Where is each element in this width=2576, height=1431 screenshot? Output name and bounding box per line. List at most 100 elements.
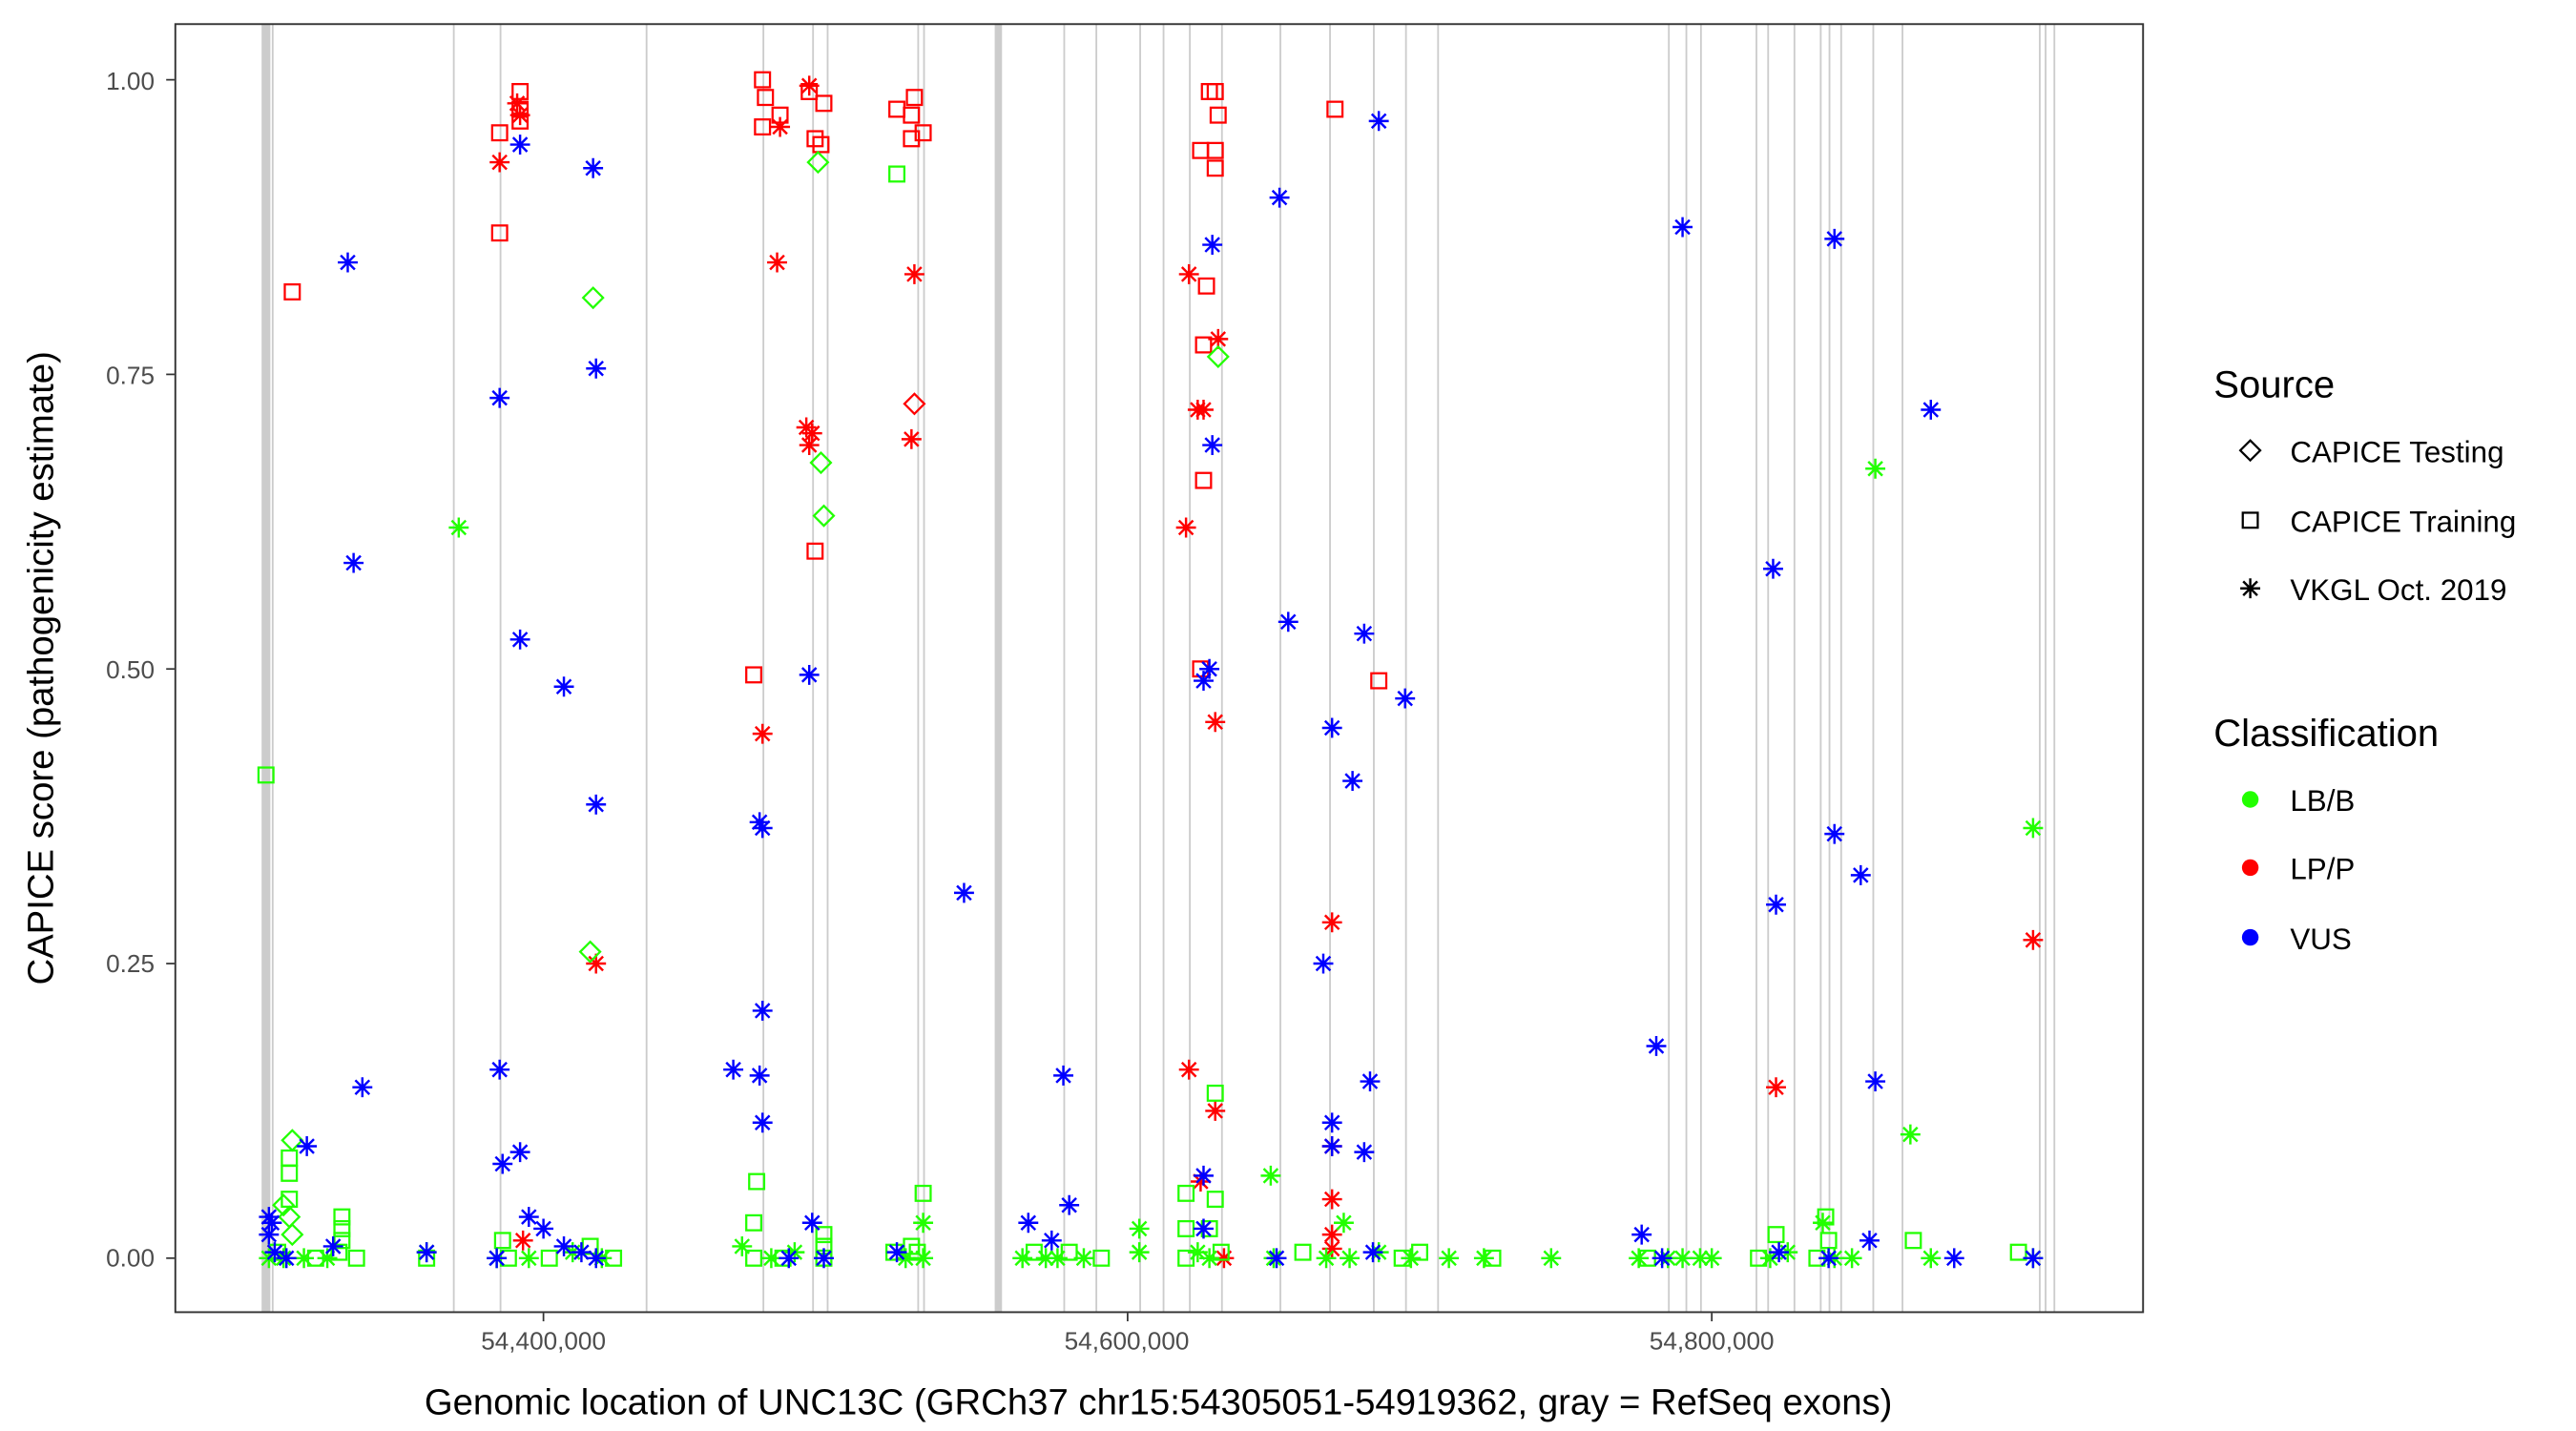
data-point-asterisk: [1205, 1100, 1226, 1121]
data-point-asterisk: [2023, 818, 2044, 839]
data-point-asterisk: [1818, 1248, 1839, 1269]
data-point-asterisk: [2023, 929, 2044, 950]
data-point-square: [815, 94, 833, 113]
data-point-asterisk: [749, 812, 770, 833]
data-point-asterisk: [1205, 712, 1226, 733]
exon-line: [1220, 24, 1223, 1313]
data-point-asterisk: [489, 152, 510, 173]
panel-border: [174, 23, 2145, 1314]
data-point-asterisk: [1652, 1248, 1672, 1269]
exon-line: [917, 24, 920, 1313]
data-point-diamond: [903, 392, 926, 416]
data-point-square: [1819, 1232, 1838, 1250]
data-point-square: [806, 130, 824, 148]
data-point-asterisk: [1321, 1112, 1342, 1133]
data-point-square: [1206, 1191, 1224, 1209]
data-point-asterisk: [1208, 328, 1229, 349]
data-point-asterisk: [1921, 1248, 1942, 1269]
exon-line: [762, 24, 765, 1313]
legend-label: LB/B: [2290, 784, 2355, 818]
exon-line: [1063, 24, 1066, 1313]
data-point-asterisk: [338, 252, 358, 273]
data-point-diamond: [581, 286, 605, 310]
data-point-asterisk: [1865, 1071, 1886, 1091]
data-point-asterisk: [1865, 458, 1886, 479]
data-point-asterisk: [1194, 671, 1214, 692]
data-point-asterisk: [1701, 1248, 1722, 1269]
data-point-asterisk: [767, 252, 787, 273]
data-point-asterisk: [264, 1242, 285, 1263]
data-point-asterisk: [1321, 1224, 1342, 1245]
data-point-asterisk: [586, 1248, 607, 1269]
exon-line: [1819, 24, 1822, 1313]
data-points: [257, 71, 2044, 1269]
data-point-asterisk: [954, 882, 974, 903]
data-point-asterisk: [752, 1112, 773, 1133]
data-point-asterisk: [1041, 1230, 1062, 1251]
exon-line: [923, 24, 925, 1313]
exon-line: [1095, 24, 1098, 1313]
legend-title-classification: Classification: [2213, 713, 2439, 755]
data-point-asterisk: [583, 157, 604, 178]
exon-line: [1329, 24, 1331, 1313]
legend-key-asterisk: [2240, 578, 2261, 599]
data-point-square: [1025, 1243, 1043, 1261]
data-point-asterisk: [801, 423, 822, 444]
data-point-diamond: [806, 151, 830, 175]
exon-line: [645, 24, 648, 1313]
data-point-asterisk: [1541, 1248, 1562, 1269]
exon-line: [1279, 24, 1281, 1313]
y-tick-label: 1.00: [106, 67, 155, 95]
data-point-square: [1904, 1232, 1922, 1250]
exon-line: [1373, 24, 1375, 1313]
data-point-asterisk: [1018, 1213, 1039, 1234]
data-point-asterisk: [1813, 1213, 1833, 1234]
data-point-asterisk: [317, 1248, 338, 1269]
data-point-asterisk: [489, 387, 510, 408]
data-point-square: [745, 1249, 763, 1267]
data-point-asterisk: [723, 1059, 744, 1080]
y-tick-label: 0.75: [106, 361, 155, 389]
data-point-asterisk: [1047, 1248, 1068, 1269]
data-point-square: [333, 1232, 351, 1250]
data-point-asterisk: [1073, 1248, 1094, 1269]
exon-line: [261, 24, 271, 1313]
data-point-square: [754, 118, 772, 136]
data-point-asterisk: [1766, 894, 1786, 915]
exon-line: [1828, 24, 1831, 1313]
data-point-asterisk: [799, 664, 820, 685]
data-point-square: [812, 135, 830, 154]
legend-label: LP/P: [2290, 853, 2355, 886]
data-point-asterisk: [1824, 823, 1845, 844]
data-point-asterisk: [895, 1248, 916, 1269]
legend-key-diamond: [2238, 439, 2262, 463]
x-axis: 54,400,000 54,600,000 54,800,000: [481, 1313, 1775, 1356]
data-point-asterisk: [487, 1248, 508, 1269]
data-point-asterisk: [913, 1213, 934, 1234]
exon-line: [1755, 24, 1757, 1313]
data-point-diamond: [280, 1223, 304, 1247]
data-point-square: [754, 71, 772, 89]
data-point-square: [757, 89, 775, 107]
exon-line: [1685, 24, 1688, 1313]
data-point-asterisk: [1354, 623, 1375, 644]
data-point-asterisk: [760, 1248, 781, 1269]
data-point-square: [1177, 1219, 1195, 1237]
data-point-square: [333, 1208, 351, 1226]
data-point-asterisk: [571, 1242, 592, 1263]
data-point-asterisk: [1214, 1248, 1235, 1269]
data-point-asterisk: [512, 1230, 533, 1251]
data-point-asterisk: [1943, 1248, 1964, 1269]
data-point-square: [605, 1249, 623, 1267]
data-point-asterisk: [1321, 1238, 1342, 1259]
exon-line: [2039, 24, 2041, 1313]
legend-label: CAPICE Training: [2290, 505, 2516, 538]
exon-line: [1699, 24, 1702, 1313]
y-axis-title: CAPICE score (pathogenicity estimate): [21, 351, 62, 985]
data-point-asterisk: [586, 794, 607, 815]
data-point-asterisk: [1313, 953, 1334, 974]
data-point-asterisk: [352, 1077, 373, 1098]
data-point-square: [1411, 1243, 1429, 1261]
data-point-asterisk: [261, 1213, 282, 1234]
